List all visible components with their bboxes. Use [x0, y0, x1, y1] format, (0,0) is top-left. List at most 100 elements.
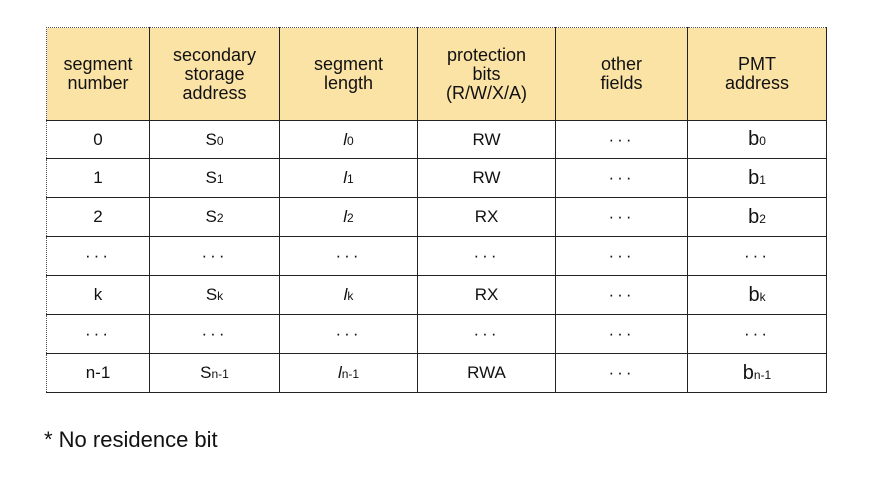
- segment-length-base: ···: [335, 246, 362, 265]
- cell-segment-number: 2: [46, 197, 150, 237]
- cell-segment-length: ···: [279, 236, 418, 276]
- header-segment-number: segment number: [46, 27, 150, 121]
- header-line: segment: [63, 54, 133, 74]
- segment-length-base: l: [343, 129, 348, 149]
- pmt-address-subscript: 2: [759, 211, 766, 226]
- pmt-address-subscript: 1: [759, 172, 766, 187]
- table-header: segment number secondary storage address segm…: [46, 27, 827, 121]
- cell-secondary-storage-address: Sk: [149, 275, 280, 315]
- cell-segment-number: n-1: [46, 353, 150, 393]
- segment-length-subscript: 2: [347, 211, 354, 225]
- cell-other-fields: ···: [555, 236, 688, 276]
- storage-address-base: S: [205, 285, 218, 304]
- pmt-address-base: b: [748, 166, 760, 189]
- pmt-address-base: b: [748, 128, 760, 150]
- cell-segment-length: l2: [279, 197, 418, 237]
- cell-other-fields: ···: [555, 275, 688, 315]
- storage-address-base: ···: [201, 246, 228, 265]
- header-line: other: [600, 54, 643, 74]
- segment-length-subscript: k: [347, 289, 354, 303]
- segment-table: segment number secondary storage address segm…: [46, 27, 827, 393]
- segment-length-base: l: [337, 363, 342, 382]
- cell-secondary-storage-address: S1: [149, 158, 280, 198]
- pmt-address-subscript: k: [759, 289, 766, 304]
- header-line: length: [323, 73, 374, 93]
- cell-secondary-storage-address: ···: [149, 314, 280, 354]
- storage-address-subscript: k: [217, 289, 224, 303]
- segment-length-base: ···: [335, 324, 362, 343]
- storage-address-base: ···: [201, 324, 228, 343]
- header-segment-length: segment length: [279, 27, 418, 121]
- footnote: * No residence bit: [44, 427, 218, 452]
- pmt-address-base: ···: [744, 246, 770, 265]
- header-protection-bits: protection bits (R/W/X/A): [417, 27, 556, 121]
- cell-pmt-address: b1: [687, 158, 827, 198]
- cell-pmt-address: b2: [687, 197, 827, 237]
- header-line: number: [67, 73, 129, 93]
- header-line: address: [182, 82, 247, 103]
- cell-secondary-storage-address: S0: [149, 120, 280, 159]
- cell-pmt-address: ···: [687, 236, 827, 276]
- cell-protection-bits: RX: [417, 197, 556, 237]
- cell-protection-bits: ···: [417, 236, 556, 276]
- cell-pmt-address: b0: [687, 120, 827, 159]
- table-row: 2 S2 l2 RX ··· b2: [46, 197, 827, 237]
- header-row: segment number secondary storage address segm…: [46, 27, 827, 121]
- cell-segment-number: 1: [46, 158, 150, 198]
- header-line: fields: [600, 73, 643, 93]
- cell-other-fields: ···: [555, 197, 688, 237]
- cell-segment-number: 0: [46, 120, 150, 159]
- table-row: 0 S0 l0 RW ··· b0: [46, 120, 827, 159]
- cell-segment-length: ln-1: [279, 353, 418, 393]
- header-pmt-address: PMT address: [687, 27, 827, 121]
- header-line: segment: [313, 54, 384, 74]
- cell-protection-bits: RW: [417, 158, 556, 198]
- pmt-address-subscript: 0: [759, 134, 766, 148]
- header-secondary-storage-address: secondary storage address: [149, 27, 280, 121]
- segment-length-subscript: 0: [347, 133, 354, 148]
- pmt-address-base: b: [748, 283, 760, 306]
- cell-secondary-storage-address: S2: [149, 197, 280, 237]
- storage-address-base: S: [200, 363, 212, 382]
- storage-address-base: S: [205, 207, 217, 226]
- table-body: 0 S0 l0 RW ··· b0 1 S1 l1 RW ··· b1 2 S2 l2 RX ··· b2 ··· ·…: [46, 120, 827, 393]
- cell-protection-bits: ···: [417, 314, 556, 354]
- header-line: bits: [472, 63, 501, 84]
- storage-address-subscript: 0: [216, 133, 224, 148]
- cell-other-fields: ···: [555, 120, 688, 159]
- table-row: k Sk lk RX ··· bk: [46, 275, 827, 315]
- storage-address-subscript: 1: [216, 172, 224, 186]
- segment-length-base: l: [343, 168, 348, 187]
- segment-length-base: l: [343, 207, 348, 226]
- segment-length-subscript: 1: [347, 172, 354, 186]
- pmt-address-subscript: n-1: [753, 367, 772, 382]
- cell-segment-number: ···: [46, 236, 150, 276]
- pmt-address-base: b: [742, 361, 754, 384]
- storage-address-subscript: 2: [216, 211, 224, 225]
- table-row: n-1 Sn-1 ln-1 RWA ··· bn-1: [46, 353, 827, 393]
- segment-length-base: l: [343, 285, 348, 304]
- cell-secondary-storage-address: ···: [149, 236, 280, 276]
- cell-other-fields: ···: [555, 158, 688, 198]
- header-line: secondary: [172, 44, 257, 65]
- table-row: ··· ··· ··· ··· ··· ···: [46, 236, 827, 276]
- cell-protection-bits: RW: [417, 120, 556, 159]
- header-line: protection: [446, 44, 527, 65]
- header-line: (R/W/X/A): [446, 82, 527, 103]
- cell-pmt-address: ···: [687, 314, 827, 354]
- storage-address-base: S: [205, 168, 217, 187]
- storage-address-subscript: n-1: [211, 367, 229, 381]
- cell-segment-number: k: [46, 275, 150, 315]
- cell-secondary-storage-address: Sn-1: [149, 353, 280, 393]
- cell-segment-number: ···: [46, 314, 150, 354]
- table-row: 1 S1 l1 RW ··· b1: [46, 158, 827, 198]
- pmt-address-base: b: [748, 205, 760, 228]
- header-other-fields: other fields: [555, 27, 688, 121]
- header-line: address: [724, 73, 790, 93]
- cell-protection-bits: RWA: [417, 353, 556, 393]
- cell-other-fields: ···: [555, 353, 688, 393]
- cell-other-fields: ···: [555, 314, 688, 354]
- storage-address-base: S: [205, 129, 217, 149]
- cell-protection-bits: RX: [417, 275, 556, 315]
- cell-segment-length: l1: [279, 158, 418, 198]
